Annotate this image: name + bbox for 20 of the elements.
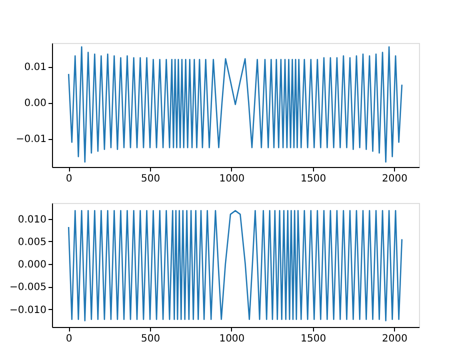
line-series xyxy=(68,210,403,322)
y-tick-label: 0.005 xyxy=(18,236,46,248)
x-tick-label: 500 xyxy=(140,334,160,344)
line-series xyxy=(68,46,403,163)
x-tick-label: 1500 xyxy=(300,174,326,184)
y-tick-label: 0.000 xyxy=(18,260,46,271)
x-tick-label: 1000 xyxy=(219,334,245,344)
x-tick-label: 0 xyxy=(66,334,72,344)
y-tick-label: 0.010 xyxy=(18,214,46,226)
x-tick-label: 0 xyxy=(66,174,72,184)
x-tick-label: 2000 xyxy=(382,174,408,184)
x-tick-label: 2000 xyxy=(382,334,408,344)
x-tick-label: 500 xyxy=(140,174,160,184)
x-tick-label: 1500 xyxy=(300,334,326,344)
y-tick-label: −0.01 xyxy=(16,134,46,146)
y-tick-label: 0.01 xyxy=(24,62,46,74)
y-tick-label: 0.00 xyxy=(24,98,46,110)
x-tick-label: 1000 xyxy=(219,174,245,184)
y-tick-label: −0.005 xyxy=(9,282,46,294)
y-tick-label: −0.010 xyxy=(9,304,46,316)
